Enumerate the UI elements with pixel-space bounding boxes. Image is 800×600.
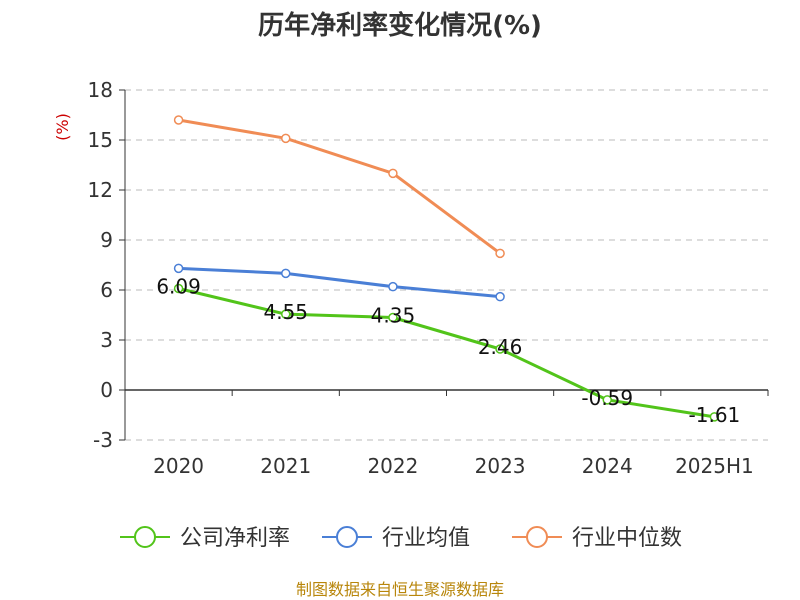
grid-lines: [125, 89, 768, 441]
series-0: 6.09 4.55 4.35 2.46 -0.59 -1.61: [156, 275, 740, 427]
data-label: -1.61: [689, 403, 741, 427]
series-line: [178, 266, 501, 299]
x-tick-labels: 2020 2021 2022 2023 2024 2025H1: [153, 454, 754, 478]
y-tick-label: 15: [88, 128, 113, 152]
legend-label: 行业中位数: [572, 526, 682, 551]
y-tick-label: 12: [88, 178, 113, 202]
data-label: 6.09: [156, 275, 201, 299]
data-point: [495, 248, 505, 259]
series-1: [173, 263, 505, 302]
legend-label: 公司净利率: [180, 526, 290, 551]
x-tick-label: 2023: [475, 454, 526, 478]
data-point: [388, 281, 398, 292]
legend-item-1: 行业均值: [322, 526, 470, 551]
data-point: [173, 283, 184, 294]
y-tick-label: 18: [88, 78, 113, 102]
y-tick-label: -3: [93, 428, 113, 452]
chart-title: 历年净利率变化情况(%): [258, 10, 542, 41]
x-tick-label: 2020: [153, 454, 204, 478]
data-point: [388, 312, 398, 323]
series-line: [178, 118, 501, 255]
legend-label: 行业均值: [382, 526, 470, 551]
data-point: [281, 133, 291, 144]
x-tick-label: 2021: [260, 454, 311, 478]
series-2: [173, 115, 505, 259]
data-point: [495, 344, 505, 354]
y-tick-label: 0: [100, 378, 113, 402]
legend-item-0: 公司净利率: [120, 526, 290, 551]
series-line: [178, 287, 715, 419]
data-label: -0.59: [581, 386, 633, 410]
data-point: [281, 268, 291, 279]
x-tick-label: 2024: [582, 454, 633, 478]
data-point: [173, 263, 184, 274]
data-point: [388, 168, 398, 179]
data-point: [495, 291, 505, 302]
x-tick-label: 2025H1: [675, 454, 754, 478]
y-axis-label: (%): [53, 113, 72, 141]
data-point: [173, 115, 184, 125]
data-point: [602, 395, 612, 405]
data-point: [709, 412, 720, 422]
data-label: 2.46: [478, 335, 523, 359]
series-group: 6.09 4.55 4.35 2.46 -0.59 -1.61: [156, 115, 740, 427]
y-tick-label: 3: [100, 328, 113, 352]
legend-marker: [336, 526, 358, 548]
data-point: [281, 309, 291, 319]
legend-item-2: 行业中位数: [512, 526, 682, 551]
y-tick-label: 9: [100, 228, 113, 252]
data-label: 4.35: [371, 304, 416, 328]
data-source-note: 制图数据来自恒生聚源数据库: [296, 580, 504, 599]
data-label: 4.55: [263, 300, 308, 324]
legend: 公司净利率 行业均值 行业中位数: [120, 526, 682, 551]
y-tick-labels: 18 15 12 9 6 3 0 -3: [88, 78, 125, 452]
legend-marker: [134, 526, 156, 548]
legend-marker: [526, 526, 548, 548]
y-tick-label: 6: [100, 278, 113, 302]
x-tick-label: 2022: [367, 454, 418, 478]
axes: [124, 90, 769, 440]
